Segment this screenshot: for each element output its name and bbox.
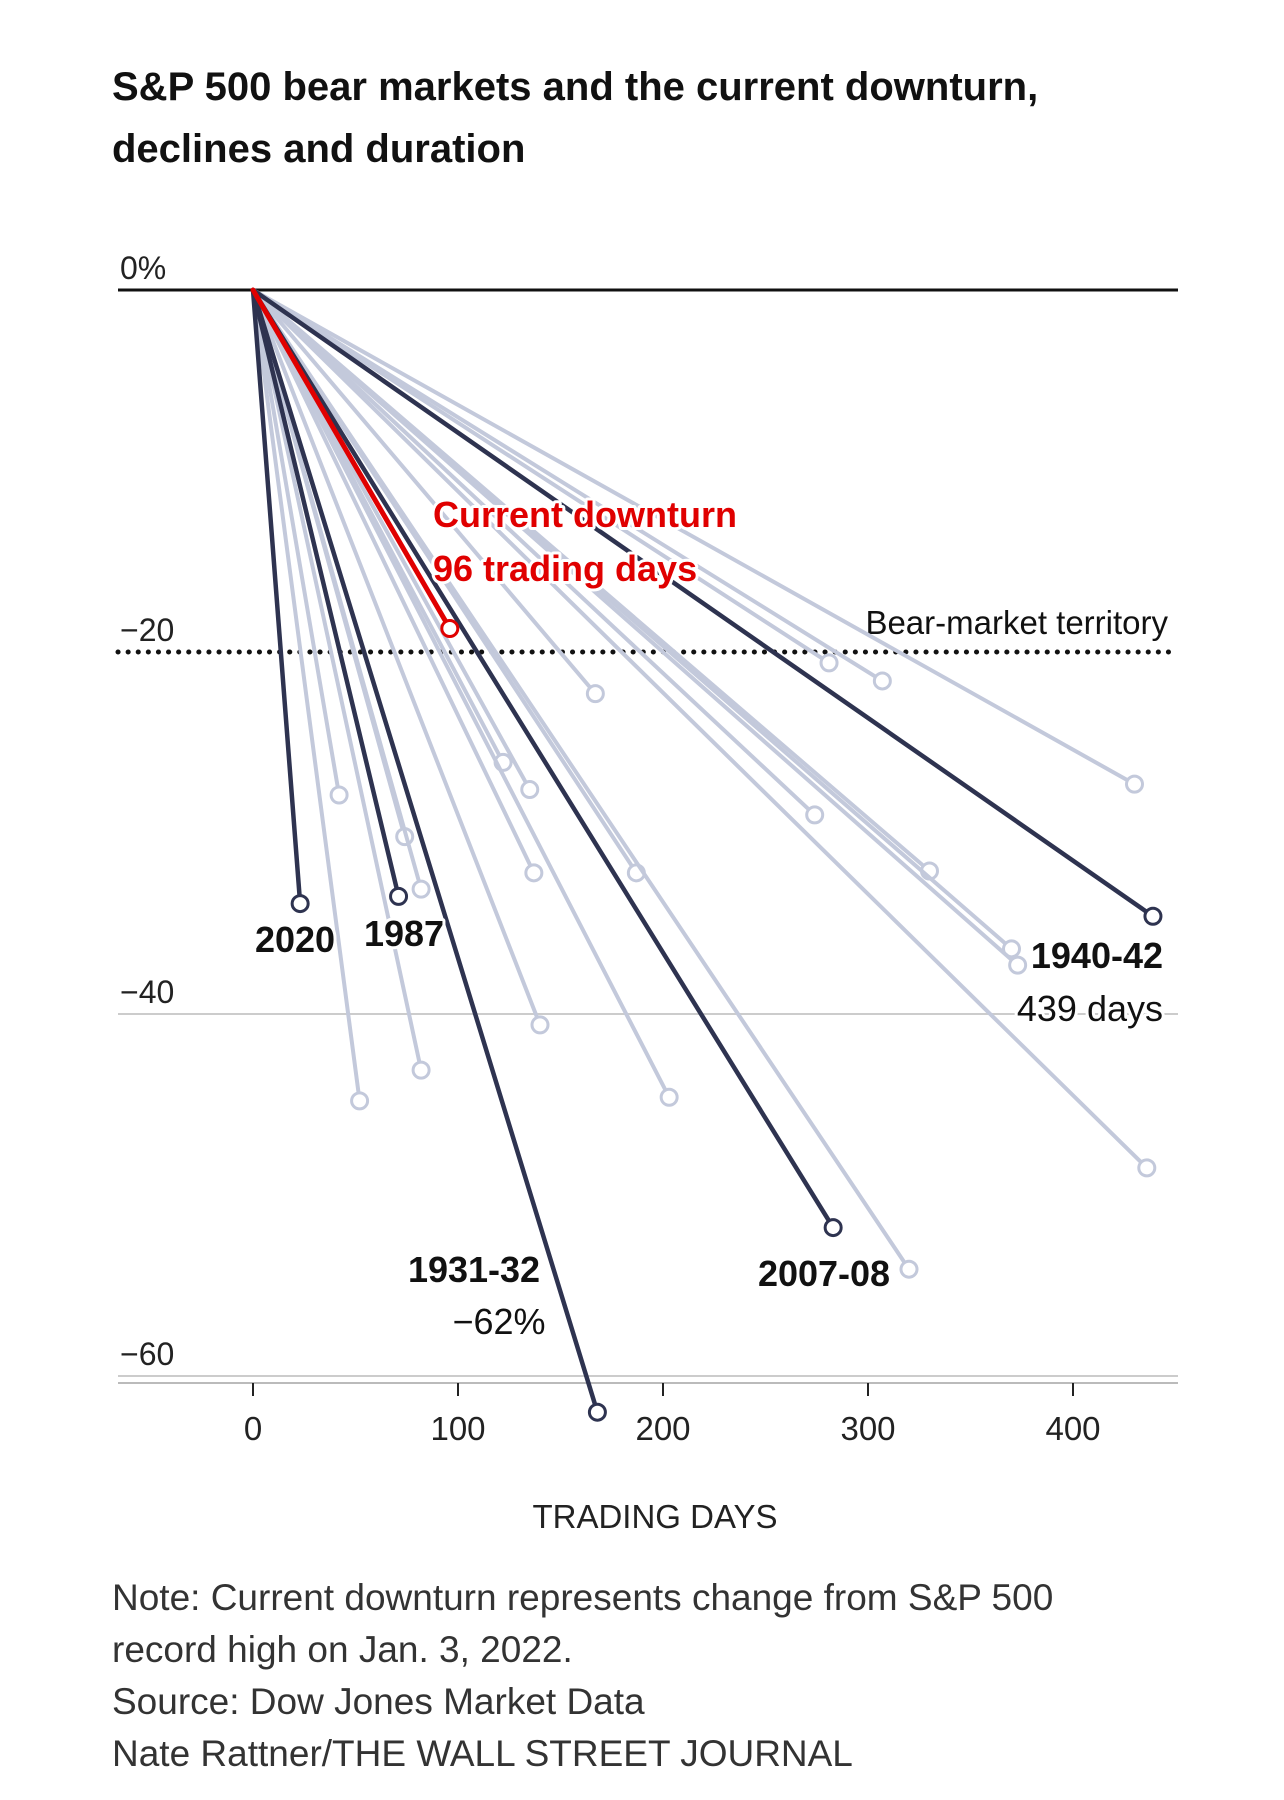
bear-market-13-endpoint (520, 780, 540, 800)
bear-market-27-endpoint (1137, 1158, 1157, 1178)
chart-title-line-2: declines and duration (112, 127, 526, 171)
bear-market-25-endpoint (1008, 955, 1028, 975)
source-line: Source: Dow Jones Market Data (112, 1681, 645, 1722)
bear-market-27-line (251, 288, 1149, 1170)
bear-market-22-endpoint (899, 1259, 919, 1279)
bear-market-14-line (251, 288, 536, 875)
x-axis-title: TRADING DAYS (532, 1498, 777, 1535)
bear-market-threshold-label: Bear-market territory (865, 604, 1168, 641)
2007-08-label-line-1: 2007-08 (758, 1253, 890, 1294)
bear-market-8-endpoint (350, 1091, 370, 1111)
2007-08-line (250, 287, 836, 1230)
bear-market-15-endpoint (530, 1015, 550, 1035)
bear-market-10-line (251, 288, 424, 892)
bear-market-26-endpoint (1125, 774, 1144, 794)
1931-32-endpoint (587, 1402, 607, 1422)
x-tick-label-300: 300 (840, 1410, 895, 1447)
y-tick-label-60: −60 (120, 1336, 174, 1372)
chart-title: S&P 500 bear markets and the current dow… (112, 56, 1212, 180)
2020-endpoint (290, 894, 310, 914)
current-downturn-endpoint (440, 618, 460, 638)
bear-market-15-line (251, 288, 542, 1027)
bear-market-7-endpoint (329, 785, 349, 805)
2020-line (250, 287, 303, 906)
1987-endpoint (389, 886, 409, 906)
bear-market-25-line (251, 288, 1020, 968)
bear-market-10-endpoint (411, 879, 431, 899)
bear-market-21-line (251, 288, 885, 683)
bear-market-8-line (251, 288, 362, 1103)
current-downturn-label-line-2: 96 trading days (433, 548, 697, 589)
y-tick-label-40: −40 (120, 974, 174, 1010)
chart-notes: Note: Current downturn represents change… (112, 1572, 1232, 1780)
2007-08-endpoint (823, 1218, 843, 1238)
x-tick-label-400: 400 (1045, 1410, 1100, 1447)
bear-market-18-line (251, 288, 672, 1100)
bear-market-24-endpoint (1002, 939, 1021, 959)
y-tick-label-0: 0% (120, 250, 166, 286)
1987-label-line-1: 1987 (364, 913, 444, 954)
x-tick-label-200: 200 (635, 1410, 690, 1447)
bear-market-20-endpoint (819, 653, 839, 673)
note-line-1: Note: Current downturn represents change… (112, 1577, 1054, 1618)
1931-32-label-line-2: −62% (452, 1301, 545, 1342)
x-tick-label-0: 0 (244, 1410, 262, 1447)
bear-market-19-line (251, 288, 817, 817)
1987-line (250, 287, 401, 899)
current-downturn-line (250, 287, 453, 631)
1931-32-label-line-1: 1931-32 (408, 1249, 540, 1290)
bear-market-16-endpoint (585, 684, 605, 704)
1940-42-label-line-1: 1940-42 (1031, 935, 1163, 976)
bear-market-18-endpoint (659, 1087, 679, 1107)
bear-market-16-line (251, 288, 598, 696)
bear-market-22-line (251, 288, 911, 1272)
bear-market-26-line (251, 288, 1137, 787)
note-line-2: record high on Jan. 3, 2022. (112, 1629, 573, 1670)
credit-line: Nate Rattner/THE WALL STREET JOURNAL (112, 1733, 853, 1774)
1940-42-line (250, 287, 1156, 919)
chart-title-line-1: S&P 500 bear markets and the current dow… (112, 65, 1039, 109)
2020-label-line-1: 2020 (255, 919, 335, 960)
bear-market-11-line (251, 288, 424, 1073)
bear-market-14-endpoint (524, 863, 544, 883)
bear-market-19-endpoint (805, 805, 825, 825)
y-tick-label-20: −20 (120, 612, 174, 648)
bear-market-7-line (251, 288, 342, 797)
1940-42-endpoint (1143, 906, 1163, 926)
current-downturn-label-line-1: Current downturn (433, 494, 737, 535)
x-tick-label-100: 100 (430, 1410, 485, 1447)
1940-42-label-line-2: 439 days (1017, 988, 1163, 1029)
bear-market-21-endpoint (872, 671, 892, 691)
bear-market-20-line (251, 288, 832, 665)
1931-32-line (250, 287, 600, 1415)
bear-market-11-endpoint (411, 1060, 431, 1080)
